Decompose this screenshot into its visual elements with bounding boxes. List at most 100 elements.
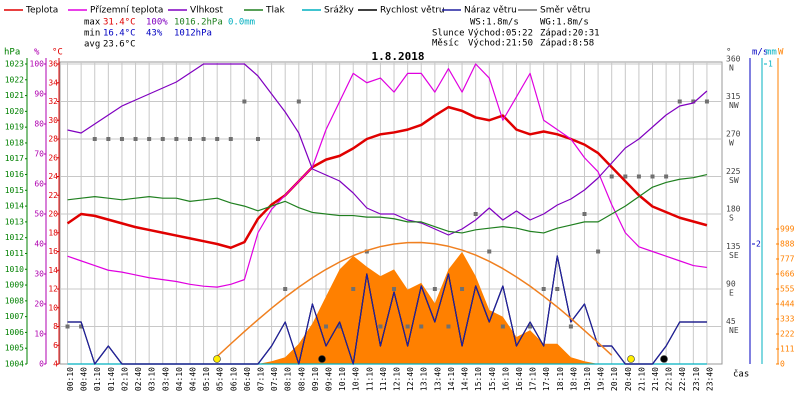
stat-value: 16.4°C <box>103 29 136 39</box>
y-tick-label: 1009 <box>5 281 24 290</box>
x-tick-label: 08:10 <box>284 367 293 391</box>
x-tick-label: 12:10 <box>393 367 402 391</box>
y-tick-label: 1007 <box>5 312 24 321</box>
y-tick-label: 1005 <box>5 344 24 353</box>
y-tick-label: 0 <box>780 360 785 369</box>
y-tick-label: 180 <box>726 205 741 214</box>
point <box>228 137 233 141</box>
y-tick-label: 225 <box>726 167 741 176</box>
point <box>609 174 614 179</box>
x-tick-label: 06:10 <box>229 367 238 391</box>
point <box>500 324 505 329</box>
line <box>216 241 613 357</box>
y-tick-label: 1014 <box>5 202 24 211</box>
point <box>596 249 601 254</box>
y-tick-label: 111 <box>780 345 795 354</box>
y-tick-label: 12 <box>48 285 58 294</box>
point <box>432 287 437 291</box>
point <box>460 287 465 291</box>
stat-label: avg <box>84 40 100 50</box>
chart-title: 1.8.2018 <box>372 50 425 63</box>
y-tick-label: 4 <box>53 360 58 369</box>
line <box>67 63 708 288</box>
x-tick-label: 03:10 <box>148 367 157 391</box>
y-tick-label: 999 <box>780 225 795 234</box>
stat-value: Západ:8:58 <box>540 39 594 49</box>
axis-unit: hPa <box>4 48 20 58</box>
y-tick-label: 270 <box>726 130 741 139</box>
legend-label: Směr větru <box>540 6 590 16</box>
y-tick-label: 1017 <box>5 154 24 163</box>
x-tick-label: 14:10 <box>447 367 456 391</box>
point <box>650 174 655 179</box>
point <box>405 324 410 329</box>
stat-value: 1016.2hPa <box>174 18 223 28</box>
legend-label: Přízemní teplota <box>90 6 163 16</box>
point <box>133 137 138 141</box>
x-tick-label: 18:40 <box>569 367 578 391</box>
axis-unit: % <box>34 48 40 58</box>
point <box>419 324 424 329</box>
point <box>623 174 628 179</box>
x-tick-label: 09:10 <box>311 367 320 391</box>
stat-value: 31.4°C <box>103 18 136 28</box>
y-tick-label: 1015 <box>5 186 24 195</box>
point <box>106 137 111 141</box>
y-tick-label: 222 <box>780 330 795 339</box>
y-tick-label: 18 <box>48 228 58 237</box>
x-tick-label: 18:10 <box>556 367 565 391</box>
y-tick-label: 1012 <box>5 233 24 242</box>
x-tick-label: 04:10 <box>175 367 184 391</box>
y-tick-label: 36 <box>48 60 58 69</box>
x-tick-label: 10:40 <box>352 367 361 391</box>
x-tick-label: 16:40 <box>515 367 524 391</box>
x-tick-label: 17:40 <box>542 367 551 391</box>
y-tick-label: 28 <box>48 135 58 144</box>
x-tick-label: 19:40 <box>597 367 606 391</box>
point <box>337 324 342 329</box>
point <box>487 249 492 254</box>
x-tick-label: 05:10 <box>202 367 211 391</box>
y-tick-label: SW <box>729 176 739 185</box>
point <box>65 324 70 329</box>
area <box>67 251 707 364</box>
y-tick-label: 6 <box>53 341 58 350</box>
x-tick-label: 13:10 <box>420 367 429 391</box>
point <box>92 137 97 141</box>
y-tick-label: 100 <box>30 60 45 69</box>
point <box>215 137 220 141</box>
legend-label: Rychlost větru <box>380 6 445 16</box>
y-tick-label: 1023 <box>5 60 24 69</box>
legend-label: Tlak <box>265 6 286 16</box>
point <box>446 324 451 329</box>
event-marker <box>213 355 221 363</box>
x-tick-label: 23:40 <box>705 367 714 391</box>
y-tick-label: 135 <box>726 242 741 251</box>
y-tick-label: 30 <box>34 270 44 279</box>
legend-label: Teplota <box>25 6 58 16</box>
axis-unit: mm <box>766 48 777 58</box>
y-tick-label: 888 <box>780 240 795 249</box>
point <box>541 287 546 291</box>
x-tick-label: 17:10 <box>529 367 538 391</box>
event-marker <box>660 355 668 363</box>
y-tick-label: S <box>729 214 734 223</box>
y-tick-label: 60 <box>34 180 44 189</box>
x-tick-label: 05:40 <box>216 367 225 391</box>
point <box>201 137 206 141</box>
point <box>119 137 124 141</box>
y-tick-label: E <box>729 289 734 298</box>
y-tick-label: N <box>729 64 734 73</box>
point <box>677 99 682 104</box>
point <box>582 212 587 216</box>
y-tick-label: W <box>729 139 734 148</box>
y-tick-label: 1019 <box>5 123 24 132</box>
x-tick-label: 02:40 <box>134 367 143 391</box>
stat-value: 23.6°C <box>103 40 136 50</box>
y-tick-label: 10 <box>34 330 44 339</box>
x-tick-label: 20:10 <box>610 367 619 391</box>
y-tick-label: 666 <box>780 270 795 279</box>
point <box>283 287 288 291</box>
stat-label: Měsíc <box>432 39 459 49</box>
point <box>324 324 329 329</box>
